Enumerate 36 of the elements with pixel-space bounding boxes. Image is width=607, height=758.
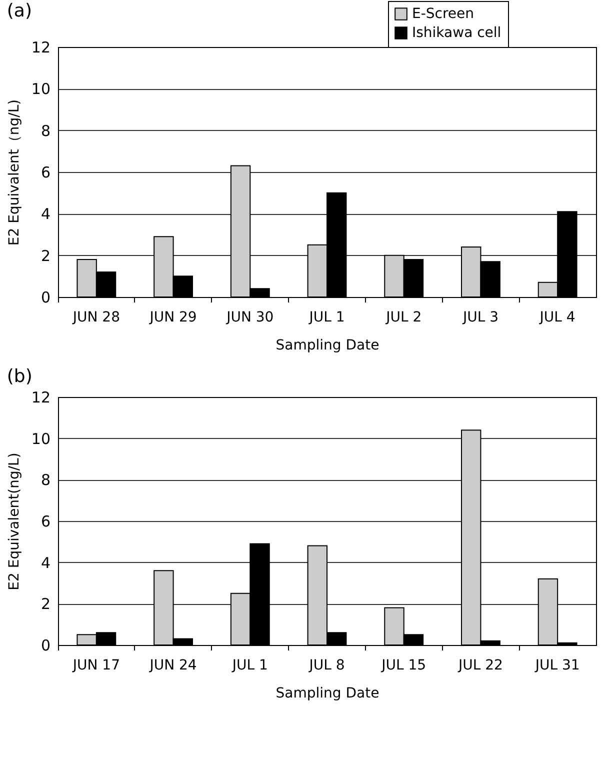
y-tick-label: 10 (31, 430, 50, 448)
x-tick-label: JUL 31 (534, 658, 580, 674)
x-tick-label: JUL 15 (380, 658, 426, 674)
x-axis-title: Sampling Date (276, 338, 380, 354)
x-tick-label: JUN 17 (72, 658, 120, 674)
y-tick-label: 6 (40, 512, 50, 530)
x-tick-label: JUN 30 (226, 310, 274, 326)
x-tick-label: JUL 2 (385, 310, 422, 326)
chart-title: (a) (6, 0, 32, 22)
y-tick-label: 8 (40, 471, 50, 490)
legend-label: E-Screen (412, 6, 474, 22)
y-axis-title: E2 Equivalent（ng/L) (6, 99, 22, 246)
x-tick-label: JUL 3 (462, 310, 498, 326)
y-tick-label: 12 (31, 38, 50, 56)
y-tick-label: 2 (40, 595, 50, 614)
y-tick-label: 6 (40, 164, 50, 182)
chart-title: (b) (6, 366, 32, 387)
x-tick-label: JUN 29 (148, 310, 197, 326)
y-tick-label: 8 (40, 122, 50, 140)
x-tick-label: JUL 8 (308, 658, 345, 674)
y-axis-title: E2 Equivalent(ng/L) (6, 452, 22, 590)
y-tick-label: 4 (40, 205, 50, 224)
legend-label: Ishikawa cell (412, 25, 502, 41)
y-tick-label: 10 (31, 80, 50, 98)
x-axis-title: Sampling Date (276, 686, 380, 702)
y-tick-label: 4 (40, 554, 50, 572)
y-tick-label: 2 (40, 246, 50, 265)
y-tick-label: 12 (31, 388, 50, 406)
x-tick-label: JUL 22 (457, 658, 503, 674)
y-tick-label: 0 (40, 636, 50, 654)
x-tick-label: JUL 1 (308, 310, 345, 326)
x-tick-label: JUN 28 (72, 310, 120, 326)
y-tick-label: 0 (40, 288, 50, 306)
x-tick-label: JUL 1 (231, 658, 268, 674)
x-tick-label: JUN 24 (148, 658, 197, 674)
x-tick-label: JUL 4 (538, 310, 576, 326)
